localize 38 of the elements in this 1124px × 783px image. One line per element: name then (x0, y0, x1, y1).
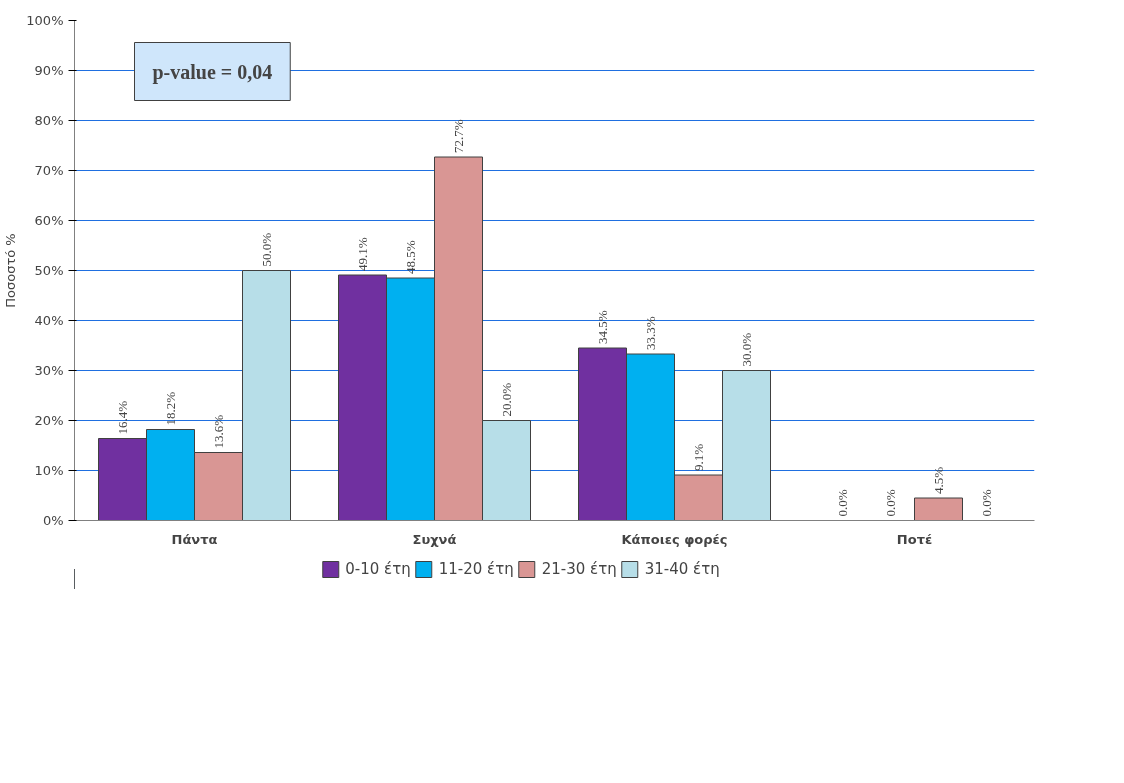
x-tick-label: Ποτέ (896, 531, 933, 547)
y-tick-label: 100% (26, 13, 64, 28)
legend-label: 21-30 έτη (541, 560, 617, 578)
data-label: 48.5% (403, 240, 418, 274)
y-tick-label: 60% (34, 213, 64, 228)
data-label: 0.0% (883, 489, 898, 517)
x-tick-label: Κάποιες φορές (621, 531, 728, 547)
y-tick-label: 50% (34, 263, 64, 278)
y-tick-label: 70% (34, 163, 64, 178)
y-tick-label: 20% (34, 413, 64, 428)
y-tick-label: 80% (34, 113, 64, 128)
data-label: 18.2% (163, 391, 178, 426)
data-label: 50.0% (259, 232, 274, 267)
data-label: 30.0% (739, 332, 754, 367)
y-tick-label: 0% (42, 513, 64, 528)
data-label: 49.1% (355, 237, 370, 271)
y-tick-label: 10% (34, 463, 64, 478)
y-tick-label: 90% (34, 63, 64, 78)
data-label: 0.0% (835, 489, 850, 517)
data-label: 16.4% (115, 400, 130, 435)
y-tick-label: 30% (34, 363, 64, 378)
data-label: 20.0% (499, 382, 514, 417)
legend-label: 31-40 έτη (644, 560, 720, 578)
data-label: 34.5% (595, 310, 610, 344)
x-tick-label: Πάντα (171, 531, 218, 547)
annotation: p-value = 0,04 (152, 60, 273, 84)
data-label: 9.1% (691, 443, 706, 471)
legend-label: 0-10 έτη (345, 560, 411, 578)
data-label: 0.0% (979, 489, 994, 517)
data-label: 33.3% (643, 316, 658, 350)
bar (914, 497, 963, 521)
data-label: 13.6% (211, 414, 226, 449)
legend-label: 11-20 έτη (438, 560, 514, 578)
x-tick-label: Συχνά (412, 531, 457, 547)
y-tick-label: 40% (34, 313, 64, 328)
data-label: 72.7% (451, 119, 466, 153)
data-label: 4.5% (931, 466, 946, 494)
y-axis-title: Ποσοστό % (3, 233, 19, 308)
